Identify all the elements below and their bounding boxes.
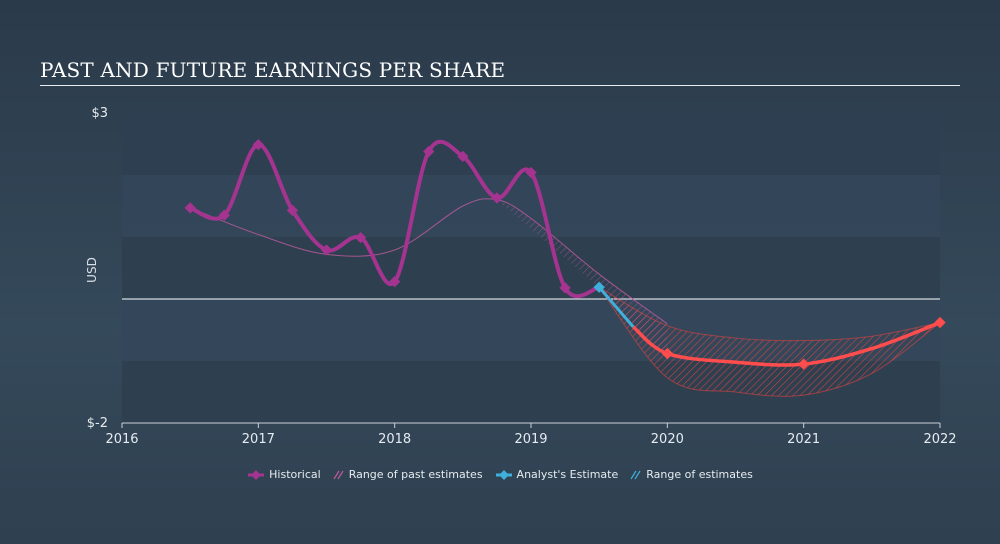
plot-background-bands (122, 113, 940, 423)
historical-point (354, 231, 367, 244)
historical-point (491, 192, 503, 204)
historical-point (423, 145, 435, 158)
hatch-blue-icon (630, 470, 641, 479)
past-estimate-line (189, 198, 668, 325)
x-tick-label: 2019 (514, 432, 547, 447)
x-tick-label: 2017 (242, 432, 275, 447)
analyst-marker-icon (495, 469, 512, 480)
axes: 2016 2017 2018 2019 2020 2021 2022 $3 $-2 (87, 106, 957, 447)
historical-point (559, 282, 571, 294)
analyst-start-point (593, 281, 605, 293)
legend-item-past-range[interactable]: Range of past estimates (333, 468, 483, 481)
legend-label-historical: Historical (269, 468, 321, 481)
x-tick-label: 2022 (923, 432, 956, 447)
estimate-point (661, 347, 673, 360)
x-tick-label: 2021 (787, 432, 820, 447)
historical-marker-icon (248, 469, 265, 480)
hatch-pink-icon (333, 470, 344, 479)
legend: Historical Range of past estimates Analy… (0, 468, 1000, 481)
legend-item-analyst[interactable]: Analyst's Estimate (495, 468, 619, 481)
series-points (184, 138, 946, 370)
x-tick-label: 2020 (651, 432, 684, 447)
historical-point (525, 166, 537, 179)
y-tick-label: $-2 (87, 416, 108, 431)
y-tick-label: $3 (91, 106, 108, 121)
plot-band (122, 237, 940, 299)
legend-item-historical[interactable]: Historical (247, 468, 321, 481)
legend-label-past-range: Range of past estimates (348, 468, 483, 481)
chart-title: PAST AND FUTURE EARNINGS PER SHARE (40, 58, 506, 82)
estimate-point (798, 358, 810, 370)
historical-point (184, 202, 196, 214)
legend-item-range[interactable]: Range of estimates (630, 468, 753, 481)
estimate-point (934, 316, 946, 329)
historical-point (457, 150, 469, 163)
historical-point (320, 244, 333, 256)
legend-label-analyst: Analyst's Estimate (516, 468, 619, 481)
title-divider (40, 85, 960, 86)
legend-label-range: Range of estimates (646, 468, 753, 481)
x-tick-label: 2016 (105, 432, 138, 447)
historical-point (286, 204, 299, 216)
historical-point (218, 209, 230, 221)
x-tick-label: 2018 (378, 432, 411, 447)
y-axis-label: USD (85, 257, 99, 283)
historical-point (389, 275, 401, 288)
